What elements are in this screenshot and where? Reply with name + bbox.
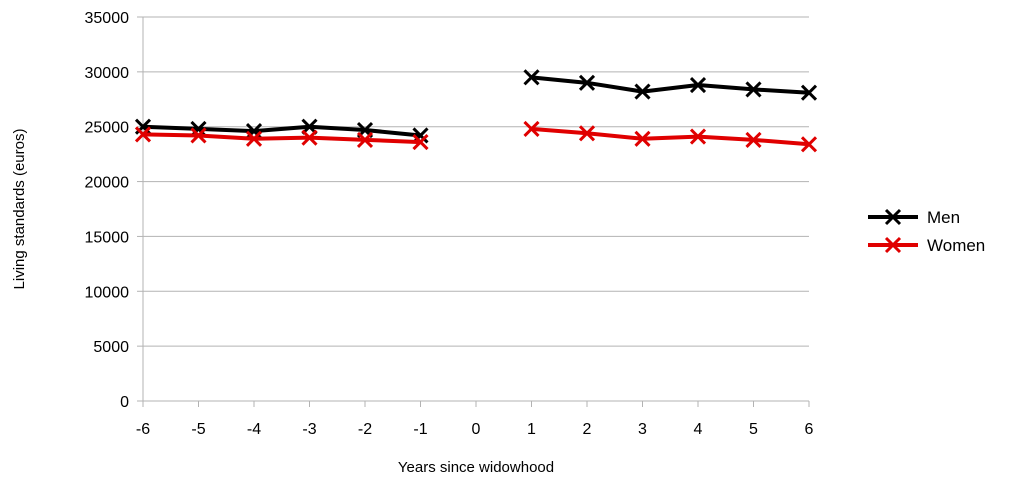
data-point-women <box>745 131 762 148</box>
legend-marker <box>884 236 902 254</box>
x-tick-label: -3 <box>302 421 316 438</box>
data-point-women <box>245 130 263 147</box>
marker-stroke <box>689 128 707 145</box>
marker-stroke <box>884 236 902 254</box>
x-tick-label: -5 <box>191 421 205 438</box>
y-axis-ticks: 0 5000 10000 15000 20000 25000 30000 35000 <box>85 10 143 411</box>
data-point-men <box>523 69 540 86</box>
data-point-women <box>800 136 818 153</box>
series-line-women <box>142 132 421 145</box>
y-tick-label: 30000 <box>85 65 130 82</box>
x-tick-label: 0 <box>472 421 481 438</box>
y-tick-label: 20000 <box>85 175 130 192</box>
marker-stroke <box>578 74 596 91</box>
y-tick-label: 25000 <box>85 120 130 137</box>
data-point-women <box>412 134 429 151</box>
marker-stroke <box>412 134 429 151</box>
x-tick-label: 1 <box>527 421 536 438</box>
x-tick-label: 5 <box>749 421 758 438</box>
x-tick-label: 4 <box>694 421 703 438</box>
marker-stroke <box>745 131 762 148</box>
marker-stroke <box>356 131 374 148</box>
y-tick-label: 15000 <box>85 229 130 246</box>
data-point-women <box>689 128 707 145</box>
marker-stroke <box>800 136 818 153</box>
legend: Men Women <box>868 208 985 255</box>
x-tick-label: -1 <box>413 421 427 438</box>
data-point-women <box>301 129 318 146</box>
marker-stroke <box>190 127 207 144</box>
y-tick-label: 5000 <box>93 339 129 356</box>
axes <box>142 17 809 402</box>
x-tick-label: -6 <box>136 421 150 438</box>
gridlines <box>143 16 809 347</box>
marker-stroke <box>634 130 651 147</box>
marker-stroke <box>800 84 818 101</box>
data-point-men <box>745 81 762 98</box>
x-tick-label: -4 <box>247 421 261 438</box>
data-point-women <box>190 127 207 144</box>
legend-item-men: Men <box>868 208 960 227</box>
marker-stroke <box>134 126 152 143</box>
series-line-men <box>531 75 810 95</box>
series-line-women <box>531 126 810 147</box>
x-tick-label: -2 <box>358 421 372 438</box>
y-tick-label: 0 <box>120 394 129 411</box>
marker-stroke <box>301 129 318 146</box>
series-women <box>134 120 818 153</box>
marker-stroke <box>523 69 540 86</box>
y-axis-title: Living standards (euros) <box>11 129 28 290</box>
x-axis-title: Years since widowhood <box>398 459 554 476</box>
legend-marker <box>884 208 902 226</box>
marker-stroke <box>578 125 596 142</box>
data-point-women <box>578 125 596 142</box>
legend-item-women: Women <box>868 236 985 255</box>
series-line-men <box>142 124 421 138</box>
data-point-women <box>523 120 540 137</box>
marker-stroke <box>745 81 762 98</box>
series-layer <box>134 69 818 153</box>
marker-stroke <box>523 120 540 137</box>
data-point-women <box>134 126 152 143</box>
data-point-men <box>634 83 651 100</box>
legend-label: Women <box>927 236 985 255</box>
data-point-women <box>356 131 374 148</box>
marker-stroke <box>884 208 902 226</box>
data-point-men <box>578 74 596 91</box>
x-axis-ticks: -6 -5 -4 -3 -2 -1 0 1 2 3 4 5 6 <box>136 401 814 438</box>
marker-stroke <box>689 76 707 94</box>
x-tick-label: 3 <box>638 421 647 438</box>
x-tick-label: 2 <box>583 421 592 438</box>
data-point-men <box>800 84 818 101</box>
marker-stroke <box>634 83 651 100</box>
y-tick-label: 10000 <box>85 284 130 301</box>
series-men <box>134 69 818 144</box>
data-point-women <box>634 130 651 147</box>
y-tick-label: 35000 <box>85 10 130 27</box>
marker-stroke <box>245 130 263 147</box>
data-point-men <box>689 76 707 94</box>
x-tick-label: 6 <box>805 421 814 438</box>
legend-label: Men <box>927 208 960 227</box>
